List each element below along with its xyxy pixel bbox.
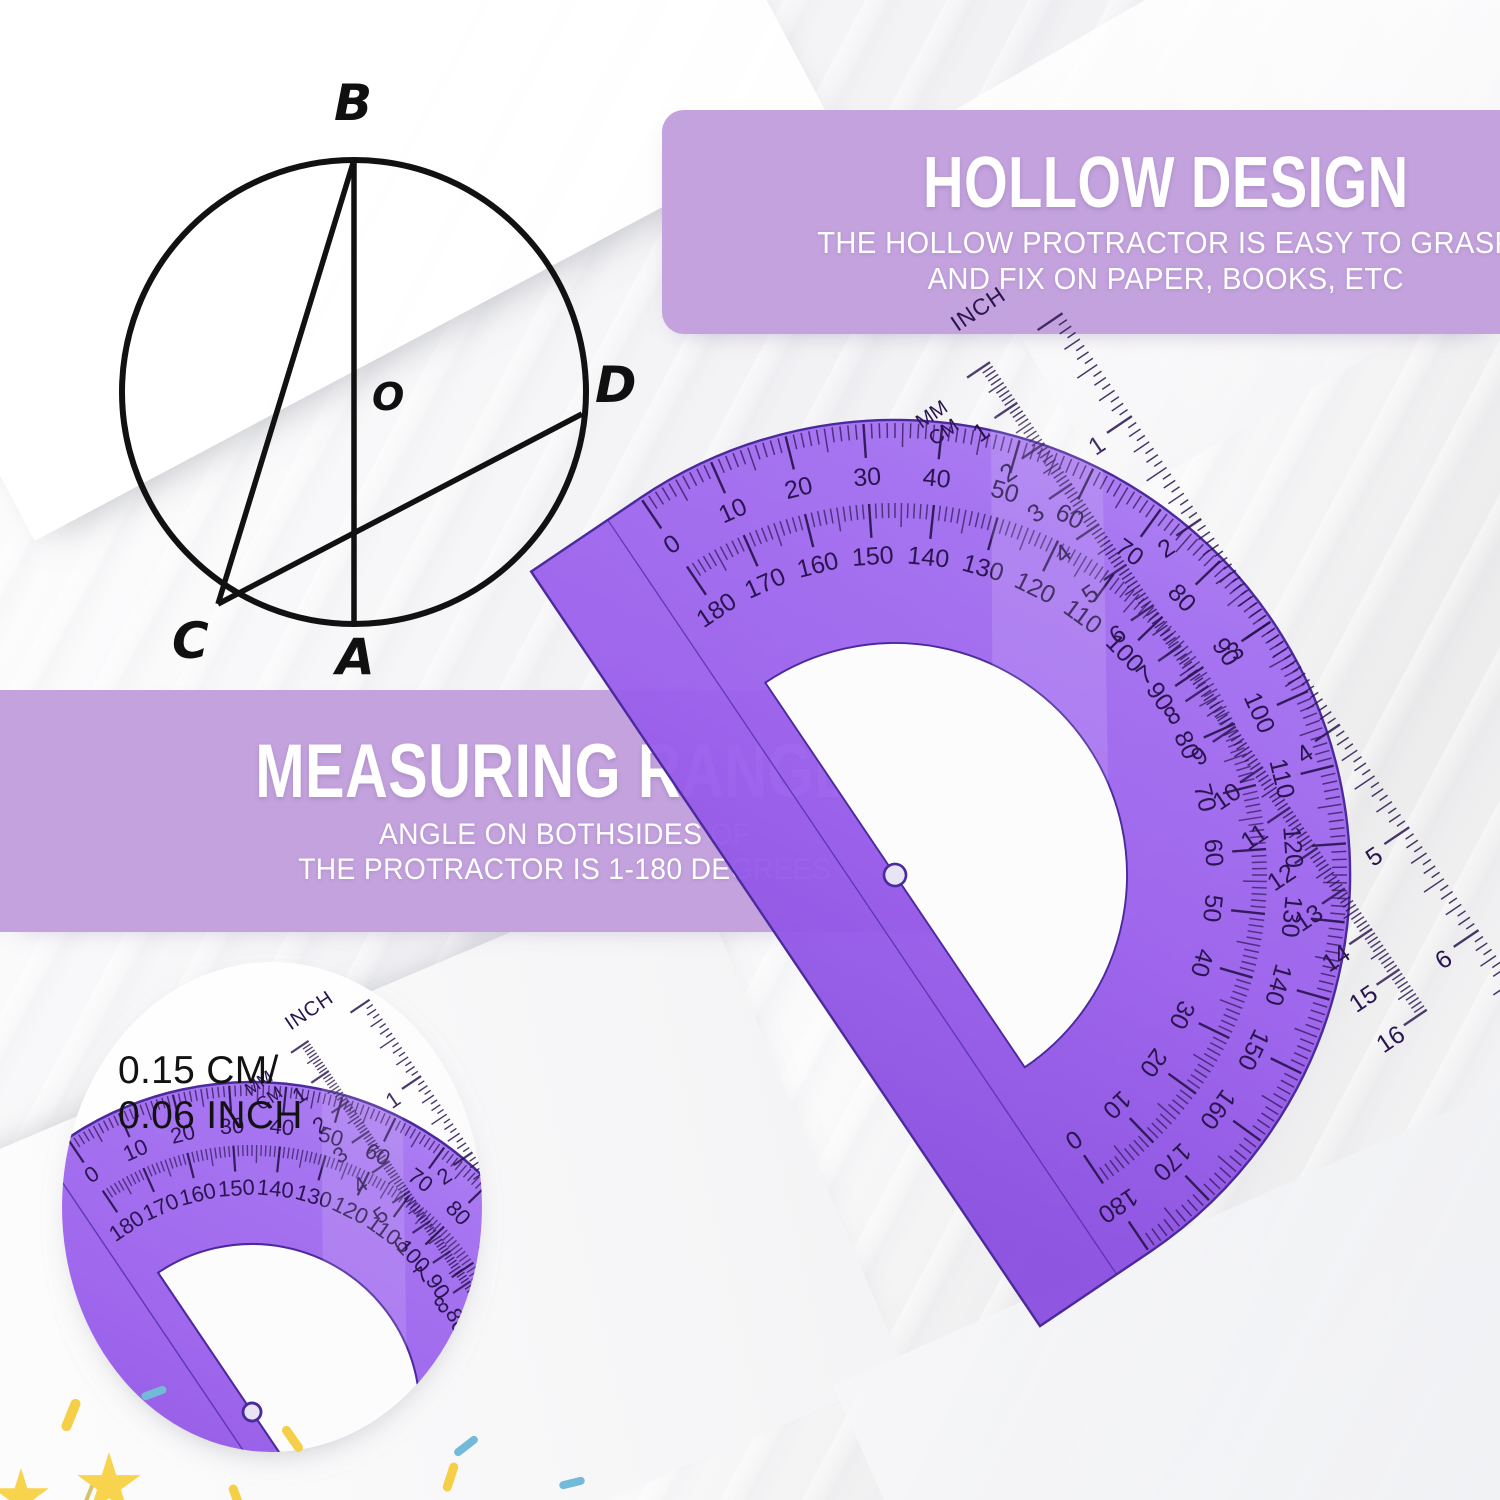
banner-hollow-design: HOLLOW DESIGN THE HOLLOW PROTRACTOR IS E… (662, 110, 1500, 334)
banner-hollow-title: HOLLOW DESIGN (923, 143, 1409, 224)
banner-hollow-subtitle-line2: AND FIX ON PAPER, BOOKS, ETC (927, 261, 1405, 296)
svg-text:30: 30 (852, 462, 882, 492)
svg-text:140: 140 (906, 541, 950, 573)
geo-label-a: A (332, 628, 375, 682)
svg-text:60: 60 (463, 1383, 482, 1409)
thickness-zoom-callout: 1800170101602015030140401305012060110701… (62, 962, 482, 1452)
svg-text:40: 40 (921, 463, 952, 494)
svg-text:5: 5 (1361, 841, 1388, 872)
svg-text:6: 6 (1430, 944, 1457, 975)
banner-range-subtitle-line1: ANGLE ON BOTHSIDES OF (379, 818, 751, 852)
svg-text:40: 40 (268, 1113, 295, 1140)
svg-text:20: 20 (782, 471, 816, 505)
svg-text:120: 120 (1277, 825, 1308, 869)
center-pivot-hole (882, 862, 908, 888)
callout-thickness-text: 0.15 CM/ 0.06 INCH (118, 1048, 448, 1138)
svg-text:130: 130 (1275, 894, 1307, 938)
svg-text:30: 30 (219, 1113, 245, 1140)
zoomed-protractor-corner: 1800170101602015030140401305012060110701… (62, 982, 482, 1452)
geo-label-o: O (372, 375, 404, 419)
svg-text:70: 70 (1188, 781, 1222, 815)
svg-text:INCH: INCH (281, 987, 338, 1035)
callout-text-line1: 0.15 CM/ (118, 1049, 279, 1092)
svg-text:90: 90 (472, 1235, 482, 1269)
callout-text-line2: 0.06 INCH (118, 1094, 303, 1138)
geo-label-c: C (172, 612, 209, 670)
svg-text:150: 150 (217, 1174, 255, 1202)
svg-text:150: 150 (851, 541, 895, 572)
svg-text:16: 16 (1371, 1020, 1410, 1059)
svg-text:60: 60 (1199, 838, 1229, 868)
geo-label-d: D (595, 356, 637, 414)
svg-text:15: 15 (1344, 980, 1383, 1019)
circle-geometry-diagram: B O D C A (72, 62, 652, 682)
hollow-semicircle-protractor[interactable]: 180 0 170 10 160 20 150 30 140 40 130 50 120 60 110 70 1… (520, 281, 1500, 1500)
center-pivot-hole (241, 1401, 263, 1423)
banner-hollow-subtitle-line1: THE HOLLOW PROTRACTOR IS EASY TO GRASP (817, 225, 1500, 261)
geo-label-b: B (334, 74, 372, 132)
svg-text:140: 140 (256, 1174, 295, 1203)
svg-text:50: 50 (1197, 893, 1228, 924)
svg-text:20: 20 (168, 1119, 198, 1149)
